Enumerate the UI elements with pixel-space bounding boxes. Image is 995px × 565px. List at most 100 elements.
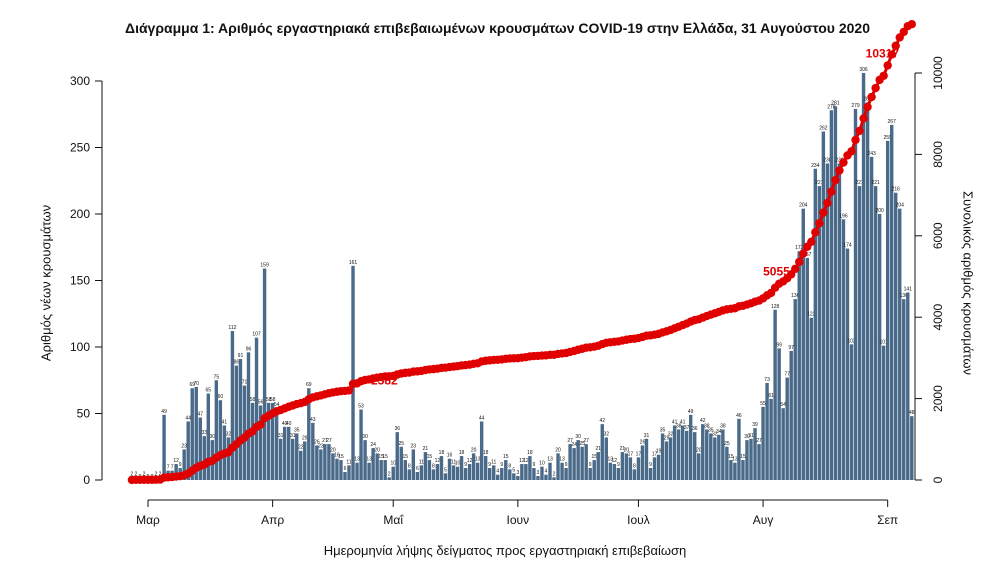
bar-value-label: 32 <box>712 431 718 437</box>
cumulative-point <box>799 249 808 258</box>
bar <box>286 426 291 480</box>
bar-value-label: 31 <box>278 433 284 439</box>
bar <box>741 460 745 480</box>
bar <box>375 453 379 480</box>
cumulative-point <box>883 61 892 70</box>
bar-value-label: 61 <box>768 393 774 399</box>
bar <box>194 386 198 480</box>
bar <box>463 468 468 480</box>
bar <box>218 400 223 480</box>
bar-value-label: 33 <box>201 430 207 436</box>
bar-value-label: 56 <box>258 400 264 406</box>
bar <box>797 251 801 480</box>
bar-value-label: 267 <box>888 119 897 125</box>
bar <box>335 458 339 480</box>
bar-value-label: 42 <box>599 418 605 424</box>
bar <box>596 452 600 480</box>
bar <box>182 449 186 480</box>
bar-value-label: 11 <box>346 459 351 465</box>
bar-value-label: 69 <box>306 382 312 388</box>
y-right-tick-label: 6000 <box>931 222 945 249</box>
bar-value-label: 21 <box>620 446 626 452</box>
y-right-tick-label: 2000 <box>931 385 945 412</box>
bar <box>801 208 805 480</box>
bar-value-label: 23 <box>318 443 324 449</box>
bar-value-label: 12 <box>523 458 529 464</box>
x-axis-label: Ημερομηνία λήψης δείγματος προς εργαστηρ… <box>323 543 687 558</box>
bar-value-label: 97 <box>788 345 794 351</box>
bar <box>246 352 251 480</box>
bar <box>849 344 854 480</box>
bar <box>202 436 206 480</box>
bar-value-label: 12 <box>467 458 473 464</box>
bar <box>536 476 540 480</box>
x-tick-label: Ιουλ <box>627 513 650 527</box>
bar <box>343 472 347 480</box>
bar-value-label: 9 <box>464 462 467 468</box>
bar <box>439 456 444 480</box>
bar-value-label: 2 <box>155 471 158 477</box>
bar <box>411 449 416 480</box>
bar <box>773 309 777 480</box>
bar <box>829 110 834 480</box>
bar <box>431 469 436 480</box>
bar <box>660 433 665 480</box>
bar <box>516 476 520 480</box>
bar <box>705 429 709 480</box>
bar-value-label: 23 <box>411 443 417 449</box>
bar <box>568 444 572 480</box>
bar-value-label: 30 <box>210 434 216 440</box>
bar-value-label: 128 <box>771 304 780 310</box>
bar <box>435 464 440 480</box>
bar-value-label: 161 <box>349 260 358 266</box>
cumulative-point <box>891 41 900 50</box>
bar-value-label: 99 <box>776 342 782 348</box>
bar-value-label: 19 <box>656 449 662 455</box>
bar <box>307 388 311 480</box>
cumulative-point <box>807 237 816 246</box>
bar-value-label: 46 <box>736 413 742 419</box>
bar <box>725 446 729 480</box>
x-tick-label: Ιουν <box>507 513 530 527</box>
bar <box>383 460 387 480</box>
bar-value-label: 15 <box>427 454 433 460</box>
y-left-tick-label: 200 <box>70 207 90 221</box>
bar-value-label: 58 <box>270 397 276 403</box>
bar <box>331 453 335 480</box>
bar <box>688 414 693 480</box>
bar-value-label: 204 <box>896 203 905 209</box>
bar-value-label: 2 <box>553 471 556 477</box>
bar <box>821 131 826 481</box>
bar <box>524 464 528 480</box>
bar-value-label: 58 <box>250 397 256 403</box>
bar-value-label: 18 <box>527 450 533 456</box>
bar-value-label: 18 <box>459 450 465 456</box>
bar <box>644 438 649 480</box>
bar <box>910 416 914 480</box>
bar-value-label: 39 <box>752 422 758 428</box>
bar <box>906 292 910 480</box>
bar-value-label: 17 <box>652 451 658 457</box>
bar-value-label: 27 <box>583 438 589 444</box>
bar <box>311 422 315 480</box>
bar-value-label: 38 <box>676 423 682 429</box>
y-right-tick-label: 0 <box>931 476 945 483</box>
y-left-tick-label: 100 <box>70 340 90 354</box>
bar <box>709 433 713 480</box>
bar-value-label: 21 <box>595 446 601 452</box>
bar <box>841 219 846 480</box>
bar-value-label: 75 <box>214 374 220 380</box>
bar-value-label: 2 <box>159 471 162 477</box>
bar <box>319 449 323 480</box>
bar-value-label: 69 <box>189 382 195 388</box>
bar <box>636 457 641 480</box>
bar-value-label: 136 <box>791 293 800 299</box>
bar <box>504 460 508 480</box>
cumulative-point <box>827 187 836 196</box>
y-right-tick-label: 8000 <box>931 141 945 168</box>
bar <box>359 409 363 480</box>
bar-value-label: 13 <box>559 457 565 463</box>
bar <box>894 192 898 480</box>
bar-value-label: 60 <box>218 394 224 400</box>
cumulative-point <box>855 126 864 136</box>
